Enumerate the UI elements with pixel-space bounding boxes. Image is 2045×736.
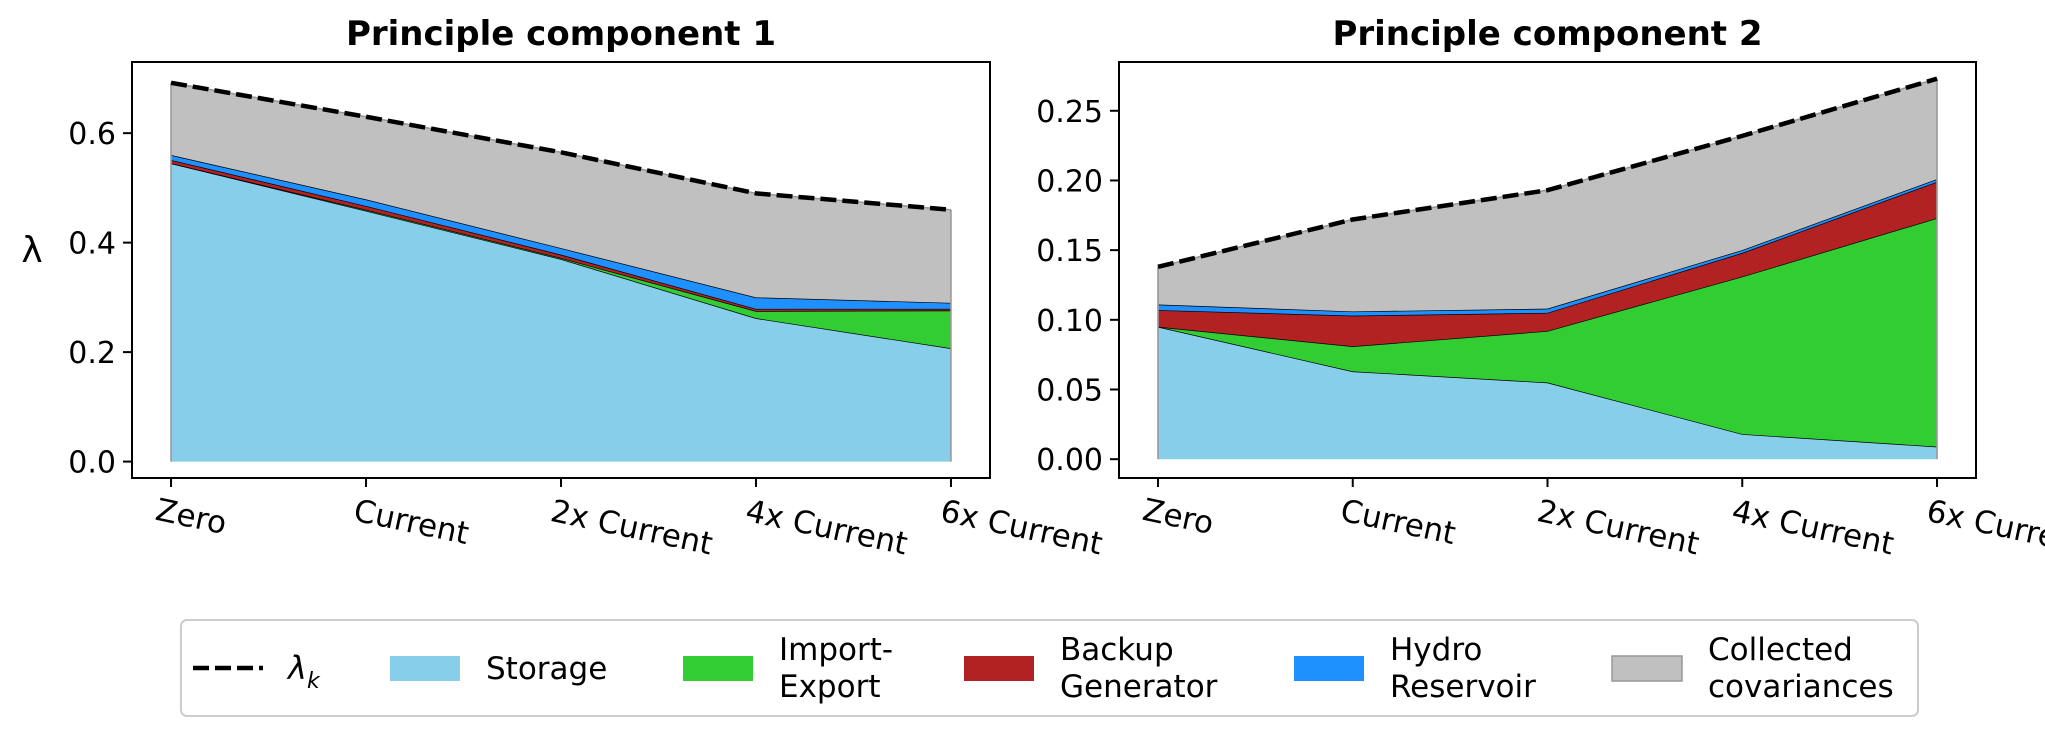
x-tick-label: Zero [152,492,229,542]
y-tick-label: 0.6 [68,117,116,152]
legend-label: Hydro [1390,632,1482,668]
legend-item-import_export: Import-Export [683,632,893,705]
y-tick-label: 0.05 [1036,374,1103,409]
x-tick-label: Zero [1139,492,1216,542]
y-tick-label: 0.25 [1036,95,1103,130]
chart-panel-1: Principle component 1 0.0 0.2 0.4 0.6 Zero Cur… [21,14,1105,562]
x-tick-label: 2x Current [1534,493,1702,562]
y-tick-label: 0.0 [68,446,116,481]
legend-swatch-import_export [683,656,753,681]
legend-swatch-storage [390,656,460,681]
legend-label: Storage [486,651,607,687]
chart-panel-2: Principle component 2 0.00 0.05 0.10 0.15 0.2… [1036,14,2045,562]
y-tick-label: 0.15 [1036,234,1103,269]
legend: λk StorageImport-ExportBackupGeneratorHyd… [180,619,1919,717]
legend-label: Reservoir [1390,669,1536,705]
x-tick-label: 6x Current [1923,493,2045,562]
x-tick-label: 2x Current [547,493,715,562]
x-tick-label: Current [1337,493,1458,552]
lambda-k-line [1157,76,1938,270]
x-tick-label: 6x Current [937,493,1105,562]
lambda-k-line [170,80,952,213]
area-import_export [1157,218,1938,447]
area-import_export [171,163,951,349]
legend-label: Export [779,669,880,705]
legend-label: Collected [1708,632,1853,668]
legend-label: Backup [1060,632,1174,668]
y-tick-label: 0.2 [68,336,116,371]
chart-title: Principle component 1 [346,14,776,54]
area-collected_covariances [171,82,951,303]
area-storage [171,163,951,462]
legend-item-storage: Storage [390,651,607,687]
legend-swatch-collected_covariances [1611,655,1683,682]
area-storage [1157,326,1938,460]
legend-swatch-hydro_reservoir [1294,656,1364,681]
legend-label-subscript: k [307,669,321,694]
legend-swatch-backup_generator [964,656,1034,681]
x-tick-label: Current [351,493,472,552]
chart-title: Principle component 2 [1332,14,1762,54]
legend-label: Import- [779,632,893,668]
legend-label: covariances [1708,669,1894,705]
y-tick-label: 0.00 [1036,443,1103,478]
y-tick-label: 0.4 [68,227,116,262]
y-axis-label: λ [21,230,42,271]
y-tick-label: 0.10 [1036,304,1103,339]
y-tick-label: 0.20 [1036,164,1103,199]
x-tick-label: 4x Current [1729,493,1897,562]
legend-label: Generator [1060,669,1218,705]
legend-frame [180,619,1919,717]
x-tick-label: 4x Current [742,493,910,562]
